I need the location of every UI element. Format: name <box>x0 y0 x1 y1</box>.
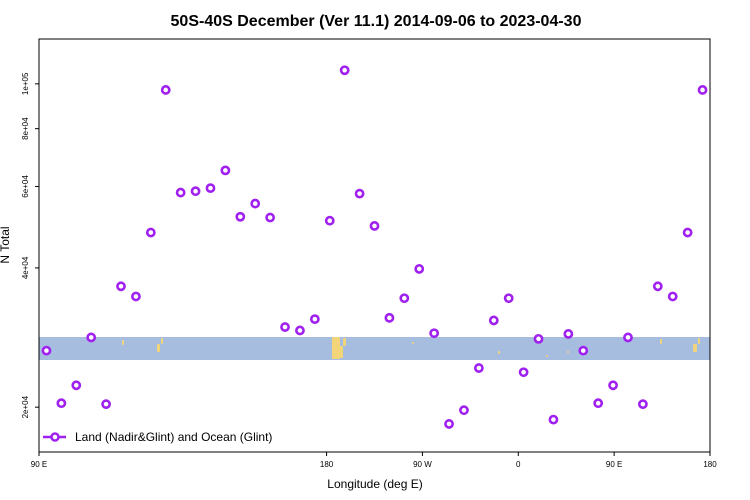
data-point <box>339 65 350 76</box>
data-point <box>563 329 574 339</box>
data-point <box>71 380 82 391</box>
data-point <box>399 293 410 304</box>
map-band-land <box>660 339 662 344</box>
data-point <box>145 227 156 238</box>
legend-marker <box>50 432 60 442</box>
map-band-land <box>412 342 414 344</box>
y-tick-label: 4e+04 <box>21 256 30 279</box>
x-axis: 90 E 180 90 W 0 90 E 180 <box>31 452 717 469</box>
y-axis-label: N Total <box>0 226 12 263</box>
data-point <box>116 281 126 292</box>
y-tick-label: 2e+04 <box>21 395 30 418</box>
data-point <box>652 281 663 292</box>
data-point <box>220 165 231 176</box>
data-point <box>488 315 499 326</box>
data-point <box>623 332 633 343</box>
data-point <box>101 399 111 410</box>
data-point <box>384 312 395 323</box>
data-point <box>250 198 261 209</box>
legend-label: Land (Nadir&Glint) and Ocean (Glint) <box>75 430 272 444</box>
data-point <box>638 399 648 410</box>
data-point <box>429 328 440 339</box>
data-point <box>309 314 320 325</box>
data-point <box>548 414 559 425</box>
data-point <box>56 398 67 409</box>
data-point <box>369 221 380 231</box>
map-band-land <box>567 351 569 353</box>
y-tick-label: 1e+05 <box>21 72 30 95</box>
map-band <box>39 337 710 360</box>
y-tick-label: 6e+04 <box>21 175 30 198</box>
x-axis-label: Longitude (deg E) <box>327 477 422 491</box>
data-point <box>160 85 171 95</box>
x-tick-label: 90 E <box>606 460 622 469</box>
data-point <box>459 405 469 416</box>
points-layer <box>41 65 708 429</box>
y-tick-label: 8e+04 <box>21 117 30 140</box>
map-band-land <box>546 355 548 357</box>
map-band-land <box>693 344 697 352</box>
map-band-land <box>337 346 343 358</box>
x-tick-label: 0 <box>516 460 521 469</box>
map-band-land <box>498 351 500 354</box>
x-tick-label: 90 W <box>413 460 432 469</box>
data-point <box>324 215 335 226</box>
data-point <box>414 264 425 274</box>
data-point <box>265 212 276 223</box>
x-tick-label: 180 <box>320 460 334 469</box>
legend: Land (Nadir&Glint) and Ocean (Glint) <box>43 430 272 444</box>
data-point <box>295 325 305 336</box>
data-point <box>578 345 589 356</box>
x-tick-label: 90 E <box>31 460 47 469</box>
plot-frame <box>38 38 711 453</box>
data-point <box>235 211 246 222</box>
data-point <box>518 367 529 378</box>
y-axis: 2e+04 4e+04 6e+04 8e+04 1e+05 <box>21 72 39 418</box>
data-point <box>697 85 708 95</box>
map-band-land <box>698 338 700 344</box>
x-tick-label: 180 <box>703 460 717 469</box>
data-point <box>473 363 484 373</box>
data-point <box>280 322 290 332</box>
map-band-land <box>343 338 346 346</box>
data-point <box>190 186 201 197</box>
chart-title: 50S-40S December (Ver 11.1) 2014-09-06 t… <box>171 13 582 30</box>
map-band-land <box>161 338 163 344</box>
data-point <box>205 183 216 194</box>
map-band-land <box>122 340 124 345</box>
data-point <box>503 293 514 304</box>
map-band-ocean <box>39 337 710 360</box>
data-point <box>533 333 544 344</box>
data-point <box>608 380 618 391</box>
data-point <box>667 291 678 302</box>
map-band-land <box>157 344 160 352</box>
data-point <box>131 291 141 302</box>
data-point <box>41 345 52 356</box>
data-point <box>86 332 97 343</box>
data-point <box>354 188 365 199</box>
data-point <box>175 187 186 198</box>
data-point <box>682 227 693 238</box>
data-point <box>444 419 454 429</box>
data-point <box>593 398 604 409</box>
